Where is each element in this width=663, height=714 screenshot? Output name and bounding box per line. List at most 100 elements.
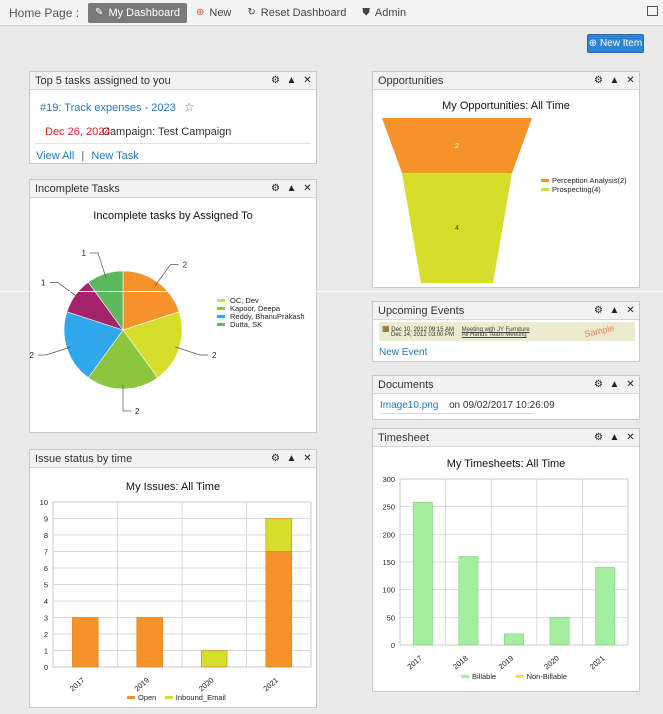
y-tick-label: 2: [44, 630, 48, 639]
nav-new[interactable]: ⊕ New: [189, 3, 238, 23]
bar[interactable]: [201, 650, 228, 668]
y-tick-label: 1: [44, 647, 48, 656]
plus-circle-icon: ⊕: [195, 7, 205, 18]
funnel-segment-prospecting[interactable]: [402, 173, 512, 283]
upcoming-events-title: Upcoming Events: [378, 304, 465, 317]
bar[interactable]: [265, 551, 292, 668]
nav-admin-label: Admin: [374, 6, 407, 19]
pie-leader-line: [49, 282, 79, 298]
timesheet-bar-chart: My Timesheets: All Time 0 50 100 150 200 250 3…: [382, 458, 629, 681]
event-item[interactable]: ▦ Dec 10, 2012 09:15 AM Meeting with JY …: [382, 324, 530, 333]
funnel-label-prospecting: 4: [455, 225, 459, 232]
close-icon[interactable]: ✕: [303, 453, 312, 464]
pie-data-label: 2: [135, 407, 140, 416]
task-campaign: Campaign: Test Campaign: [102, 126, 232, 138]
gear-icon[interactable]: ⚙: [594, 379, 603, 390]
collapse-icon[interactable]: ▲: [286, 453, 297, 464]
incomplete-tasks-panel: Incomplete Tasks ⚙ ▲ ✕ Incomplete tasks …: [29, 179, 317, 433]
collapse-icon[interactable]: ▲: [286, 75, 297, 86]
event-name[interactable]: All Hands Team Meeting: [461, 332, 527, 338]
timesheet-chart-title: My Timesheets: All Time: [447, 458, 566, 470]
pie-leader-line: [90, 252, 107, 278]
legend-perception-analysis: Perception Analysis(2): [552, 176, 627, 185]
close-icon[interactable]: ✕: [303, 183, 312, 194]
new-task-link[interactable]: New Task: [91, 150, 139, 162]
collapse-icon[interactable]: ▲: [609, 432, 620, 443]
close-icon[interactable]: ✕: [626, 75, 635, 86]
pie-data-label: 1: [82, 249, 87, 258]
pie-chart-title: Incomplete tasks by Assigned To: [93, 210, 252, 222]
task-row: #19: Track expenses - 2023 ☆: [40, 100, 195, 114]
pie-legend-label: Kapoor, Deepa: [230, 304, 281, 313]
pie-legend-swatch: [217, 299, 225, 302]
timesheet-header: Timesheet ⚙ ▲ ✕: [373, 429, 639, 447]
screen-seam: [0, 291, 663, 292]
close-icon[interactable]: ✕: [626, 305, 635, 316]
x-tick-label: 2019: [497, 654, 516, 672]
legend-swatch-perception: [541, 179, 549, 182]
y-tick-label: 300: [382, 475, 395, 484]
y-tick-label: 10: [40, 498, 48, 507]
funnel-chart-title: My Opportunities: All Time: [442, 100, 570, 112]
timesheet-panel: Timesheet ⚙ ▲ ✕ My Timesheets: All Time …: [372, 428, 640, 692]
bar[interactable]: [412, 501, 433, 646]
close-icon[interactable]: ✕: [626, 379, 635, 390]
shield-icon: ⛊: [362, 7, 370, 18]
collapse-icon[interactable]: ▲: [609, 75, 620, 86]
nav-new-label: New: [209, 6, 232, 19]
home-page-label: Home Page :: [9, 5, 80, 20]
y-tick-label: 0: [391, 641, 395, 650]
document-link[interactable]: Image10.png: [380, 400, 439, 411]
bar[interactable]: [504, 633, 524, 646]
reset-icon: ↻: [247, 7, 256, 18]
calendar-icon: ▦: [382, 324, 390, 333]
nav-my-dashboard-label: My Dashboard: [108, 6, 180, 19]
bar[interactable]: [595, 567, 616, 646]
funnel-segment-perception[interactable]: [382, 118, 532, 173]
legend-swatch: [515, 675, 524, 678]
window-icon[interactable]: [647, 6, 658, 16]
event-name[interactable]: Meeting with JY Furniture: [461, 327, 530, 333]
gear-icon[interactable]: ⚙: [594, 75, 603, 86]
legend-swatch: [164, 696, 173, 699]
bar[interactable]: [136, 617, 163, 668]
pie-legend-swatch: [217, 315, 225, 318]
bar[interactable]: [265, 518, 292, 552]
collapse-icon[interactable]: ▲: [286, 183, 297, 194]
bar[interactable]: [549, 617, 570, 646]
gear-icon[interactable]: ⚙: [271, 183, 280, 194]
nav-admin[interactable]: ⛊ Admin: [355, 3, 413, 23]
y-tick-label: 100: [382, 586, 395, 595]
divider: [380, 413, 533, 414]
x-tick-label: 2017: [406, 654, 425, 672]
nav-my-dashboard[interactable]: ✎ My Dashboard: [88, 2, 187, 23]
nav-reset-dashboard[interactable]: ↻ Reset Dashboard: [240, 3, 353, 23]
bar[interactable]: [72, 617, 99, 668]
collapse-icon[interactable]: ▲: [609, 379, 620, 390]
y-tick-label: 200: [382, 530, 395, 539]
incomplete-tasks-title: Incomplete Tasks: [35, 182, 120, 195]
new-event-link[interactable]: New Event: [379, 347, 428, 358]
close-icon[interactable]: ✕: [626, 432, 635, 443]
gear-icon[interactable]: ⚙: [594, 432, 603, 443]
issues-bar-chart: My Issues: All Time 0 1 2 3 4 5 6 7 8 9 10 2017 2019…: [40, 481, 312, 702]
event-item[interactable]: Dec 14, 2012 03:00 PM All Hands Team Mee…: [391, 332, 527, 338]
legend-swatch-prospecting: [541, 188, 549, 191]
pie-legend-label: Reddy, BhanuPrakash: [230, 312, 305, 321]
star-icon[interactable]: ☆: [183, 100, 195, 114]
gear-icon[interactable]: ⚙: [271, 453, 280, 464]
pie-legend-label: OC, Dev: [230, 296, 259, 305]
task-title-link[interactable]: #19: Track expenses - 2023: [40, 102, 176, 114]
pie-leader-line: [38, 346, 71, 356]
gear-icon[interactable]: ⚙: [594, 305, 603, 316]
x-tick-label: 2018: [451, 654, 470, 672]
gear-icon[interactable]: ⚙: [271, 75, 280, 86]
view-all-link[interactable]: View All: [36, 150, 75, 162]
close-icon[interactable]: ✕: [303, 75, 312, 86]
legend-label: Non-Billable: [527, 672, 567, 681]
issue-status-header: Issue status by time ⚙ ▲ ✕: [30, 450, 316, 468]
bar[interactable]: [458, 556, 479, 646]
new-item-button[interactable]: ⊕ New Item: [587, 34, 644, 53]
collapse-icon[interactable]: ▲: [609, 305, 620, 316]
y-tick-label: 50: [387, 613, 395, 622]
